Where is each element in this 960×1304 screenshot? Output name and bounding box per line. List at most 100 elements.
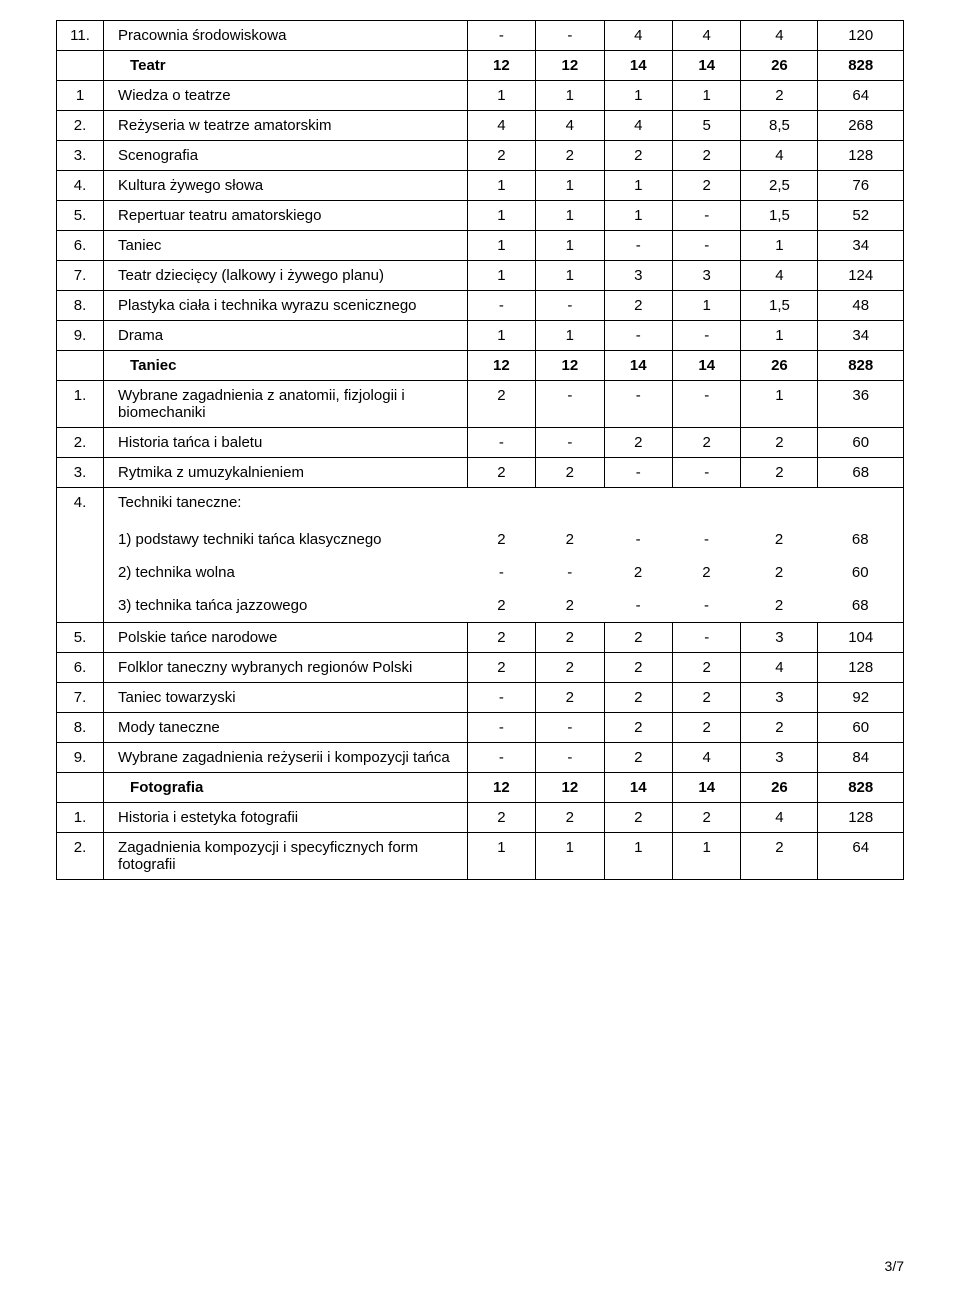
value-cell: 12 [467,773,535,803]
value-cell: - [672,523,740,556]
value-cell: 4 [741,141,818,171]
row-name: Plastyka ciała i technika wyrazu scenicz… [104,291,468,321]
table-row: 2.Zagadnienia kompozycji i specyficznych… [57,833,904,880]
value-cell: - [467,291,535,321]
table-row: 8.Mody taneczne--22260 [57,713,904,743]
value-cell: 128 [818,141,904,171]
value-cell: 2 [467,589,535,622]
value-cell: 2 [741,589,818,622]
value-cell: 64 [818,81,904,111]
value-cell: - [604,523,672,556]
value-cell: 2 [672,713,740,743]
value-cell: 48 [818,291,904,321]
value-cell: - [672,201,740,231]
value-cell: 2 [604,623,672,653]
row-index [57,51,104,81]
value-cell: 14 [604,51,672,81]
row-index: 11. [57,21,104,51]
value-cell: 1 [467,231,535,261]
value-cell: - [536,743,604,773]
value-cell: 1 [604,81,672,111]
value-cell: - [672,623,740,653]
table-row: 3.Scenografia22224128 [57,141,904,171]
row-name: Rytmika z umuzykalnieniem [104,458,468,488]
table-row: 2.Reżyseria w teatrze amatorskim44458,52… [57,111,904,141]
value-cell: 2 [672,141,740,171]
page: 11.Pracownia środowiskowa--444120Teatr12… [0,0,960,1304]
table-row: 2.Historia tańca i baletu--22260 [57,428,904,458]
technique-group-cell: Techniki taneczne:1) podstawy techniki t… [104,488,904,623]
value-cell: 84 [818,743,904,773]
value-cell: - [604,381,672,428]
value-cell: 1 [536,81,604,111]
value-cell: 4 [672,21,740,51]
value-cell: 26 [741,351,818,381]
value-cell: - [467,21,535,51]
value-cell: 2 [536,141,604,171]
value-cell: - [467,683,535,713]
value-cell: 2 [672,683,740,713]
value-cell: 68 [818,523,903,556]
value-cell: 8,5 [741,111,818,141]
value-cell: 14 [604,773,672,803]
value-cell: 3 [741,743,818,773]
value-cell: - [672,321,740,351]
value-cell: - [672,589,740,622]
value-cell: 1 [604,833,672,880]
value-cell: - [467,556,535,589]
row-index: 1. [57,381,104,428]
value-cell: 2 [741,523,818,556]
value-cell: 2 [741,713,818,743]
value-cell: - [467,713,535,743]
value-cell: 2 [741,833,818,880]
row-name: Teatr dziecięcy (lalkowy i żywego planu) [104,261,468,291]
value-cell: - [536,556,604,589]
row-index: 1 [57,81,104,111]
row-name: Zagadnienia kompozycji i specyficznych f… [104,833,468,880]
table-row: 9.Wybrane zagadnienia reżyserii i kompoz… [57,743,904,773]
value-cell: 2 [604,803,672,833]
value-cell: 3 [672,261,740,291]
row-index: 4. [57,488,104,623]
value-cell: 1 [467,833,535,880]
value-cell: 4 [467,111,535,141]
value-cell: 1 [536,171,604,201]
section-title: Teatr [104,51,468,81]
row-index: 3. [57,141,104,171]
value-cell: 4 [741,261,818,291]
row-index: 9. [57,321,104,351]
row-name: Folklor taneczny wybranych regionów Pols… [104,653,468,683]
value-cell: 2 [741,458,818,488]
technique-sub-name: 3) technika tańca jazzowego [104,589,467,622]
table-row: 5.Repertuar teatru amatorskiego111-1,552 [57,201,904,231]
value-cell: 2 [672,171,740,201]
table-row: 8.Plastyka ciała i technika wyrazu sceni… [57,291,904,321]
value-cell: 268 [818,111,904,141]
row-index: 8. [57,713,104,743]
table-row: 1.Historia i estetyka fotografii22224128 [57,803,904,833]
row-name: Polskie tańce narodowe [104,623,468,653]
value-cell: 828 [818,351,904,381]
value-cell: 1 [467,321,535,351]
value-cell: 2 [467,381,535,428]
value-cell: - [672,231,740,261]
row-index: 6. [57,231,104,261]
value-cell: 1 [741,381,818,428]
value-cell: 26 [741,773,818,803]
row-name: Pracownia środowiskowa [104,21,468,51]
section-title: Taniec [104,351,468,381]
value-cell: 2 [467,523,535,556]
value-cell: 104 [818,623,904,653]
value-cell: 2 [604,653,672,683]
value-cell: 1 [467,201,535,231]
section-header-row: Teatr1212141426828 [57,51,904,81]
row-name: Scenografia [104,141,468,171]
value-cell: 1 [467,171,535,201]
value-cell: 2 [467,458,535,488]
section-header-row: Fotografia1212141426828 [57,773,904,803]
value-cell: 2 [604,291,672,321]
value-cell: 1 [467,81,535,111]
value-cell: - [604,321,672,351]
value-cell: 828 [818,773,904,803]
value-cell: 12 [536,773,604,803]
